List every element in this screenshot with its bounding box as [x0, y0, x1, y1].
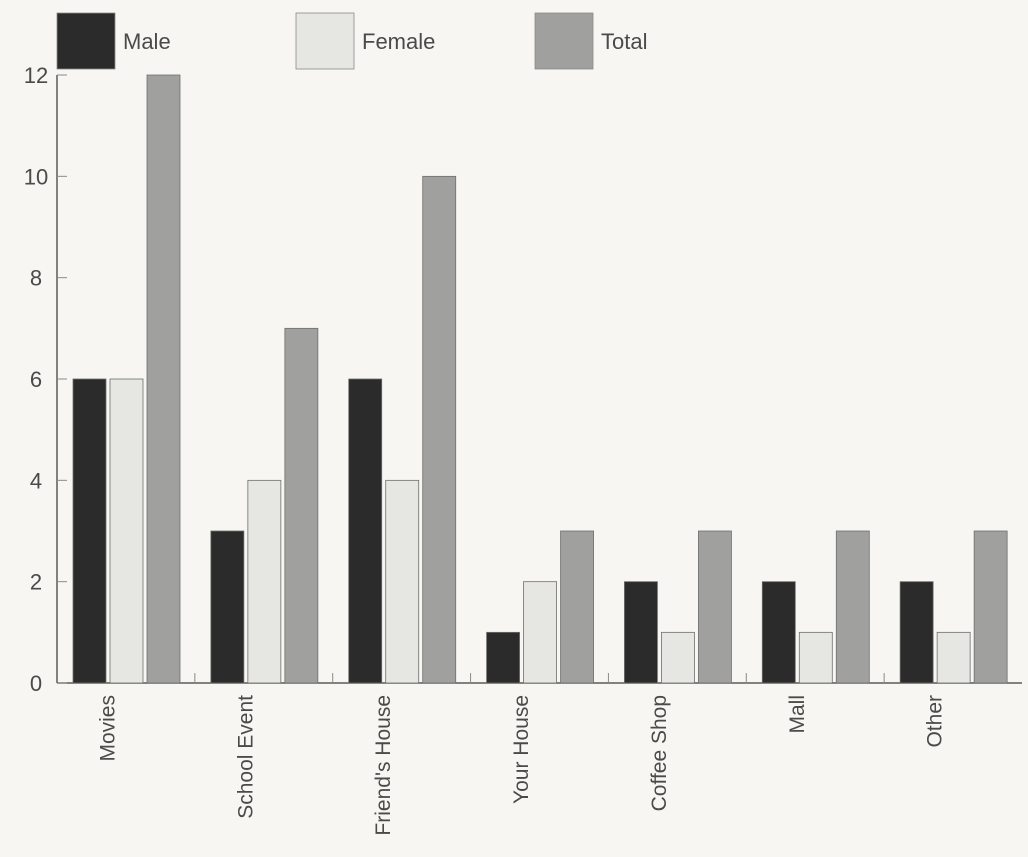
bar-total-1 — [284, 327, 319, 684]
y-tick-label: 12 — [24, 63, 48, 88]
legend-swatch-male — [56, 12, 116, 70]
y-tick-label: 10 — [24, 164, 48, 189]
bar-female-2 — [385, 479, 420, 684]
y-tick-label: 0 — [30, 671, 42, 696]
bar-total-3 — [560, 530, 594, 684]
bars — [72, 74, 1008, 684]
x-category-label: School Event — [234, 695, 257, 819]
bar-male-0 — [72, 378, 107, 684]
x-category-label: Friend's House — [372, 695, 395, 836]
legend-label-male: Male — [123, 29, 171, 54]
x-category-label: Movies — [97, 695, 120, 762]
x-category-label: Your House — [510, 695, 533, 804]
bar-female-5 — [798, 631, 833, 684]
legend-swatch-total — [534, 12, 594, 70]
bar-total-0 — [146, 74, 181, 684]
x-category-label: Mall — [786, 695, 809, 734]
legend-swatch-female — [295, 12, 355, 70]
legend-label-female: Female — [362, 29, 435, 54]
y-tick-label: 6 — [30, 367, 42, 392]
bar-female-6 — [936, 631, 971, 684]
bar-male-2 — [348, 378, 383, 684]
bar-female-1 — [247, 479, 282, 684]
bar-male-4 — [624, 581, 658, 684]
bar-male-5 — [761, 581, 796, 684]
bar-female-3 — [523, 581, 557, 684]
x-category-label: Other — [924, 695, 947, 748]
legend-label-total: Total — [601, 29, 647, 54]
y-tick-label: 4 — [30, 468, 42, 493]
bar-male-6 — [899, 581, 934, 684]
bar-total-6 — [973, 530, 1008, 684]
bar-male-1 — [210, 530, 245, 684]
bar-female-0 — [109, 378, 144, 684]
y-tick-label: 8 — [30, 266, 42, 291]
category-labels: Movies School Event Friend's House Your Hou… — [97, 695, 947, 836]
bar-female-4 — [661, 631, 695, 684]
bar-total-4 — [698, 530, 732, 684]
bar-male-3 — [486, 631, 520, 684]
bar-total-2 — [422, 175, 457, 684]
bar-total-5 — [835, 530, 870, 684]
y-tick-label: 2 — [30, 570, 42, 595]
x-category-label: Coffee Shop — [648, 695, 671, 811]
legend: Male Female Total — [56, 12, 647, 70]
